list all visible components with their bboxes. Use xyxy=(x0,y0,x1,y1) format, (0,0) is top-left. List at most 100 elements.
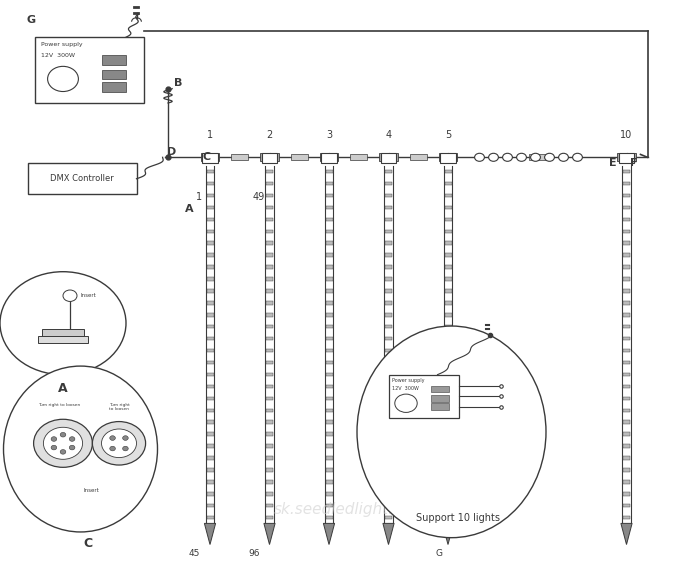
Bar xyxy=(444,170,452,173)
Bar xyxy=(266,170,273,173)
Text: C: C xyxy=(83,537,92,550)
Bar xyxy=(385,313,392,316)
Bar xyxy=(385,432,392,436)
Bar xyxy=(206,432,214,436)
Bar xyxy=(206,253,214,257)
Bar xyxy=(623,480,630,483)
Bar xyxy=(326,408,332,412)
Circle shape xyxy=(69,445,75,450)
Bar xyxy=(444,217,452,221)
Bar xyxy=(266,337,273,340)
Circle shape xyxy=(102,429,136,458)
Bar xyxy=(444,420,452,424)
Bar xyxy=(444,277,452,281)
Bar xyxy=(326,206,332,209)
Bar xyxy=(326,313,332,316)
Text: sk.seedledlight.com: sk.seedledlight.com xyxy=(274,502,426,517)
Bar xyxy=(379,153,398,161)
Bar xyxy=(290,154,307,160)
Bar xyxy=(444,337,452,340)
Bar xyxy=(206,241,214,245)
Bar xyxy=(266,480,273,483)
Text: DMX Controller: DMX Controller xyxy=(50,174,114,183)
Text: 12V  300W: 12V 300W xyxy=(392,386,419,391)
Bar xyxy=(35,37,144,103)
Bar xyxy=(444,385,452,388)
Bar xyxy=(231,154,248,160)
Bar xyxy=(266,408,273,412)
Bar xyxy=(206,468,214,472)
Circle shape xyxy=(51,445,57,450)
Bar xyxy=(623,170,630,173)
Bar xyxy=(326,253,332,257)
Bar xyxy=(206,349,214,352)
Circle shape xyxy=(92,422,146,465)
Bar xyxy=(444,265,452,269)
Text: C: C xyxy=(202,152,211,162)
Bar xyxy=(385,516,392,519)
Circle shape xyxy=(48,66,78,92)
Circle shape xyxy=(110,436,116,440)
Circle shape xyxy=(531,153,540,161)
Bar xyxy=(444,182,452,185)
Circle shape xyxy=(489,153,498,161)
Bar xyxy=(385,349,392,352)
Bar xyxy=(385,373,392,376)
Bar xyxy=(623,349,630,352)
Bar xyxy=(444,349,452,352)
Bar xyxy=(385,420,392,424)
Text: Insert: Insert xyxy=(83,488,99,493)
Bar xyxy=(430,395,449,402)
Bar xyxy=(385,182,392,185)
Bar xyxy=(623,492,630,495)
Bar xyxy=(326,349,332,352)
Circle shape xyxy=(573,153,582,161)
Bar xyxy=(266,229,273,233)
Bar xyxy=(320,153,338,161)
Ellipse shape xyxy=(4,366,158,532)
Bar xyxy=(381,153,396,163)
Bar xyxy=(444,253,452,257)
Bar xyxy=(206,516,214,519)
Bar xyxy=(444,444,452,448)
Bar xyxy=(444,468,452,472)
Bar xyxy=(385,206,392,209)
Text: 2: 2 xyxy=(267,130,272,140)
Bar xyxy=(444,373,452,376)
Bar xyxy=(385,325,392,328)
Bar xyxy=(623,373,630,376)
Text: F: F xyxy=(630,158,637,168)
Circle shape xyxy=(517,153,526,161)
Circle shape xyxy=(69,437,75,442)
Bar xyxy=(38,336,88,343)
Bar xyxy=(623,194,630,197)
Bar xyxy=(623,325,630,328)
Bar xyxy=(266,504,273,507)
Bar xyxy=(266,361,273,364)
Bar xyxy=(266,277,273,281)
Polygon shape xyxy=(621,523,632,545)
Text: 10: 10 xyxy=(620,130,633,140)
Bar xyxy=(321,153,337,163)
Bar xyxy=(266,432,273,436)
Text: Turn right to loosen: Turn right to loosen xyxy=(38,403,80,407)
Bar xyxy=(206,229,214,233)
Bar xyxy=(206,277,214,281)
Bar xyxy=(326,385,332,388)
Bar xyxy=(266,253,273,257)
Bar xyxy=(385,456,392,460)
Circle shape xyxy=(63,290,77,301)
Bar xyxy=(326,468,332,472)
Bar xyxy=(206,289,214,293)
Bar xyxy=(617,153,636,161)
Text: 3: 3 xyxy=(326,130,332,140)
Circle shape xyxy=(0,272,126,375)
Bar xyxy=(623,265,630,269)
Bar xyxy=(206,325,214,328)
Polygon shape xyxy=(323,523,335,545)
Text: Power supply: Power supply xyxy=(392,378,424,383)
Bar xyxy=(326,420,332,424)
Bar xyxy=(206,444,214,448)
Bar xyxy=(206,206,214,209)
Bar xyxy=(266,468,273,472)
